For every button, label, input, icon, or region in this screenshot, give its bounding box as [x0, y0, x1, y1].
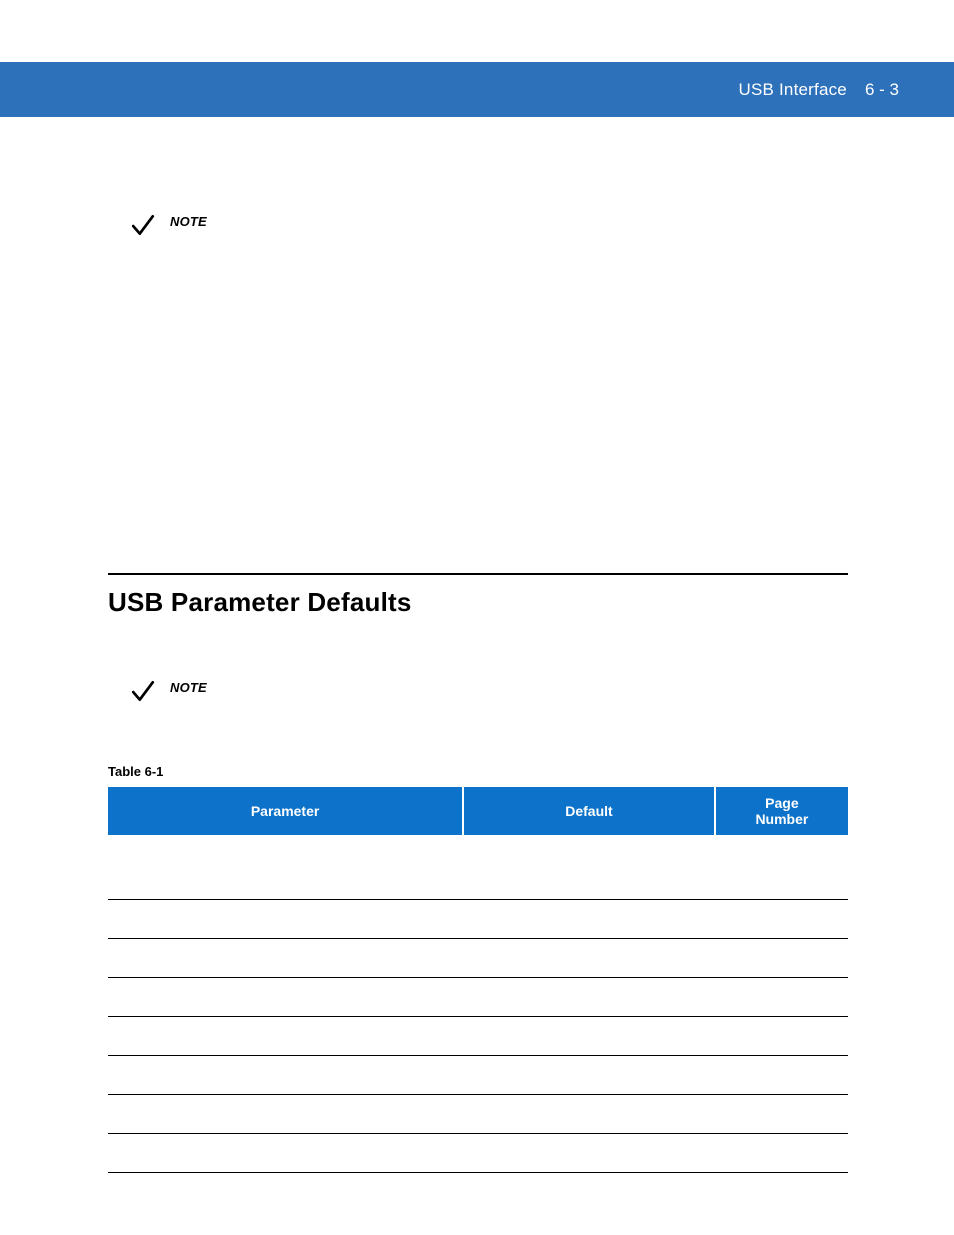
layout-spacer	[108, 238, 848, 573]
table-caption: Table 6-1	[108, 764, 848, 779]
col-header-page-number: Page Number	[715, 787, 848, 835]
table-row	[108, 1134, 848, 1173]
table-cell	[715, 1056, 848, 1095]
col-header-label: Default	[565, 803, 612, 819]
table-cell	[463, 978, 715, 1017]
col-header-label: Parameter	[251, 803, 320, 819]
table-cell	[463, 900, 715, 939]
table-cell	[715, 939, 848, 978]
table-cell	[108, 1056, 463, 1095]
table-cell	[715, 978, 848, 1017]
layout-spacer	[108, 618, 848, 676]
table-cell	[463, 939, 715, 978]
table-cell	[108, 939, 463, 978]
col-header-label: Page	[765, 795, 798, 811]
table-row	[108, 1095, 848, 1134]
layout-spacer	[108, 704, 848, 764]
header-section-title: USB Interface	[739, 80, 847, 100]
table-cell	[108, 1017, 463, 1056]
document-page: USB Interface 6 - 3 NOTE USB Parameter D…	[0, 0, 954, 1235]
table-cell	[108, 861, 463, 900]
section-divider	[108, 573, 848, 575]
table-row	[108, 978, 848, 1017]
table-cell	[463, 861, 715, 900]
table-cell	[463, 1017, 715, 1056]
table-cell	[715, 1095, 848, 1134]
parameter-defaults-table: Parameter Default Page Number	[108, 787, 848, 1173]
table-cell	[463, 1095, 715, 1134]
page-header-bar: USB Interface 6 - 3	[0, 62, 954, 117]
check-icon	[130, 212, 156, 238]
table-row	[108, 1056, 848, 1095]
table-row	[108, 939, 848, 978]
table-cell	[108, 1134, 463, 1173]
col-header-default: Default	[463, 787, 715, 835]
table-cell	[463, 835, 715, 861]
table-cell	[715, 1017, 848, 1056]
table-cell	[463, 1134, 715, 1173]
col-header-label: Number	[755, 811, 808, 827]
note-block-1: NOTE	[130, 210, 848, 238]
table-row	[108, 1017, 848, 1056]
table-header: Parameter Default Page Number	[108, 787, 848, 835]
check-icon	[130, 678, 156, 704]
table-cell	[715, 861, 848, 900]
col-header-parameter: Parameter	[108, 787, 463, 835]
table-cell	[108, 978, 463, 1017]
table-spacer-row	[108, 835, 848, 861]
table-body	[108, 835, 848, 1173]
table-cell	[715, 835, 848, 861]
header-page-code: 6 - 3	[865, 80, 899, 100]
table-row	[108, 900, 848, 939]
table-cell	[715, 900, 848, 939]
table-cell	[108, 835, 463, 861]
table-row	[108, 861, 848, 900]
table-cell	[463, 1056, 715, 1095]
note-label: NOTE	[170, 680, 207, 695]
note-label: NOTE	[170, 214, 207, 229]
section-heading: USB Parameter Defaults	[108, 587, 848, 618]
table-cell	[715, 1134, 848, 1173]
note-block-2: NOTE	[130, 676, 848, 704]
table-cell	[108, 900, 463, 939]
table-cell	[108, 1095, 463, 1134]
page-content: NOTE USB Parameter Defaults NOTE Table 6…	[108, 210, 848, 1173]
